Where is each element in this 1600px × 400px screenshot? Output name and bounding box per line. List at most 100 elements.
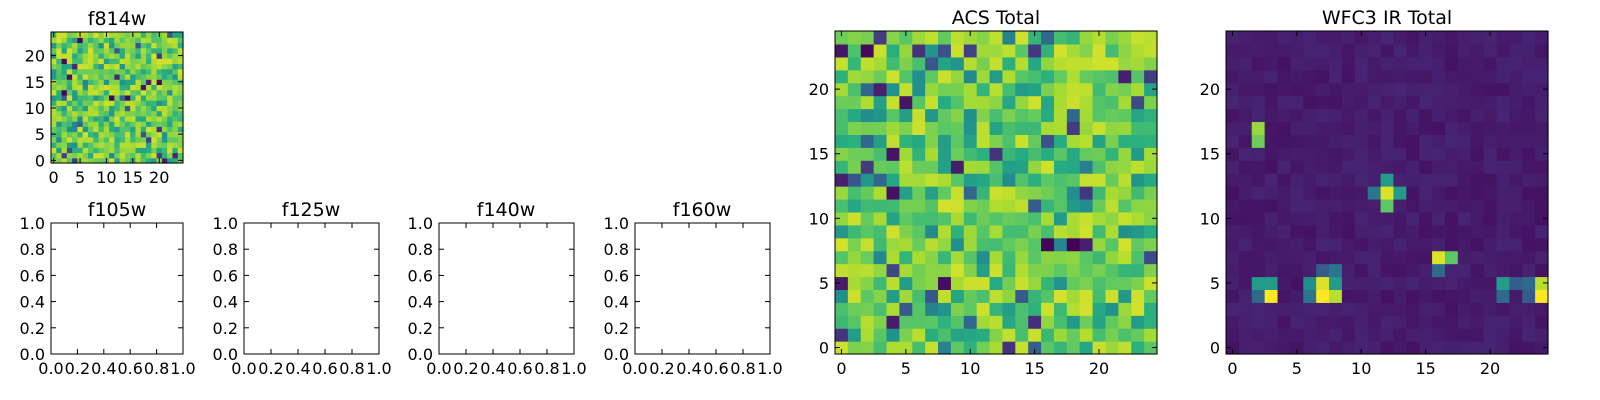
heatmap-cell <box>130 142 137 148</box>
heatmap-cell <box>146 73 152 80</box>
heatmap-cell <box>66 79 73 85</box>
heatmap-cell <box>1483 173 1498 187</box>
heatmap-cell <box>1015 147 1029 161</box>
heatmap-cell <box>1444 276 1459 290</box>
heatmap-cell <box>72 58 78 65</box>
heatmap-cell <box>114 52 121 59</box>
heatmap-cell <box>950 276 965 290</box>
heatmap-cell <box>950 31 965 45</box>
heatmap-cell <box>1419 211 1433 226</box>
heatmap-cell <box>886 108 900 123</box>
heatmap-cell <box>114 157 121 164</box>
heatmap-cell <box>1380 186 1395 200</box>
heatmap-cell <box>899 108 913 123</box>
heatmap-cell <box>1066 289 1081 303</box>
heatmap-cell <box>161 42 168 49</box>
heatmap-cell <box>1066 173 1081 187</box>
heatmap-cell <box>1028 173 1042 187</box>
heatmap-cell <box>177 32 184 38</box>
heatmap-cell <box>976 263 991 278</box>
heatmap-cell <box>835 134 849 148</box>
heatmap-cell <box>167 79 174 85</box>
heatmap-cell <box>1118 328 1132 342</box>
heatmap-cell <box>1092 276 1107 290</box>
heatmap-cell <box>1251 160 1266 174</box>
heatmap-cell <box>989 95 1004 110</box>
heatmap-cell <box>1144 263 1158 278</box>
heatmap-cell <box>161 126 168 133</box>
heatmap-cell <box>1419 173 1433 187</box>
heatmap-cell <box>140 47 147 54</box>
heatmap-cell <box>135 84 142 91</box>
heatmap-cell <box>886 289 900 303</box>
heatmap-cell <box>1144 250 1158 265</box>
heatmap-cell <box>177 94 184 101</box>
heatmap-cell <box>1092 198 1107 213</box>
heatmap-cell <box>135 52 142 59</box>
heatmap-cell <box>886 31 900 45</box>
heatmap-cell <box>1509 160 1523 174</box>
heatmap-cell <box>847 95 862 110</box>
heatmap-cell <box>1053 263 1068 278</box>
heatmap-cell <box>146 42 152 49</box>
heatmap-cell <box>119 32 126 38</box>
heatmap-cell <box>1509 31 1523 45</box>
heatmap-cell <box>87 105 94 112</box>
heatmap-cell <box>61 142 68 148</box>
heatmap-cell <box>51 115 57 122</box>
heatmap-cell <box>1066 95 1081 110</box>
heatmap-cell <box>1290 211 1304 226</box>
heatmap-cell <box>1496 224 1510 239</box>
heatmap-cell <box>1144 224 1158 239</box>
heatmap-cell <box>1041 31 1055 45</box>
heatmap-cell <box>109 147 115 154</box>
heatmap-cell <box>1419 186 1433 200</box>
axes-frame-wfc3-ir-total <box>1225 30 1549 355</box>
heatmap-cell <box>172 157 179 164</box>
heatmap-cell <box>1419 56 1433 71</box>
heatmap-cell <box>1406 134 1420 148</box>
axes-frame-f125w <box>243 222 380 355</box>
heatmap-cell <box>1354 147 1369 161</box>
heatmap-cell <box>87 157 94 164</box>
heatmap-cell <box>847 315 862 329</box>
heatmap-cell <box>87 121 94 127</box>
heatmap-cell <box>124 142 131 148</box>
heatmap-cell <box>1329 147 1343 161</box>
heatmap-cell <box>963 341 978 355</box>
heatmap-cell <box>135 157 142 164</box>
heatmap-cell <box>124 157 131 164</box>
heatmap-cell <box>1509 82 1523 97</box>
heatmap-cell <box>989 147 1004 161</box>
heatmap-cell <box>1354 341 1369 355</box>
x-tick-label: 0 <box>49 168 59 187</box>
heatmap-cell <box>886 147 900 161</box>
heatmap-cell <box>1131 315 1145 329</box>
heatmap-cell <box>1226 224 1240 239</box>
heatmap-cell <box>1432 328 1446 342</box>
heatmap-cell <box>1028 237 1042 252</box>
panel-title-wfc3-ir-total: WFC3 IR Total <box>1322 7 1452 29</box>
heatmap-cell <box>109 126 115 133</box>
heatmap-cell <box>172 100 179 106</box>
heatmap-cell <box>135 47 142 54</box>
heatmap-cell <box>1535 160 1549 174</box>
heatmap-cell <box>98 152 105 159</box>
heatmap-cell <box>1251 95 1266 110</box>
heatmap-cell <box>124 152 131 159</box>
heatmap-cell <box>1470 302 1485 316</box>
heatmap-cell <box>177 142 184 148</box>
heatmap-cell <box>177 37 184 44</box>
heatmap-cell <box>167 110 174 117</box>
heatmap-cell <box>1457 276 1472 290</box>
heatmap-cell <box>93 94 100 101</box>
heatmap-cell <box>1066 328 1081 342</box>
heatmap-cell <box>135 142 142 148</box>
heatmap-cell <box>925 160 939 174</box>
heatmap-cell <box>1053 121 1068 135</box>
heatmap-cell <box>1509 108 1523 123</box>
heatmap-cell <box>1522 31 1536 45</box>
heatmap-cell <box>1015 302 1029 316</box>
heatmap-cell <box>61 94 68 101</box>
